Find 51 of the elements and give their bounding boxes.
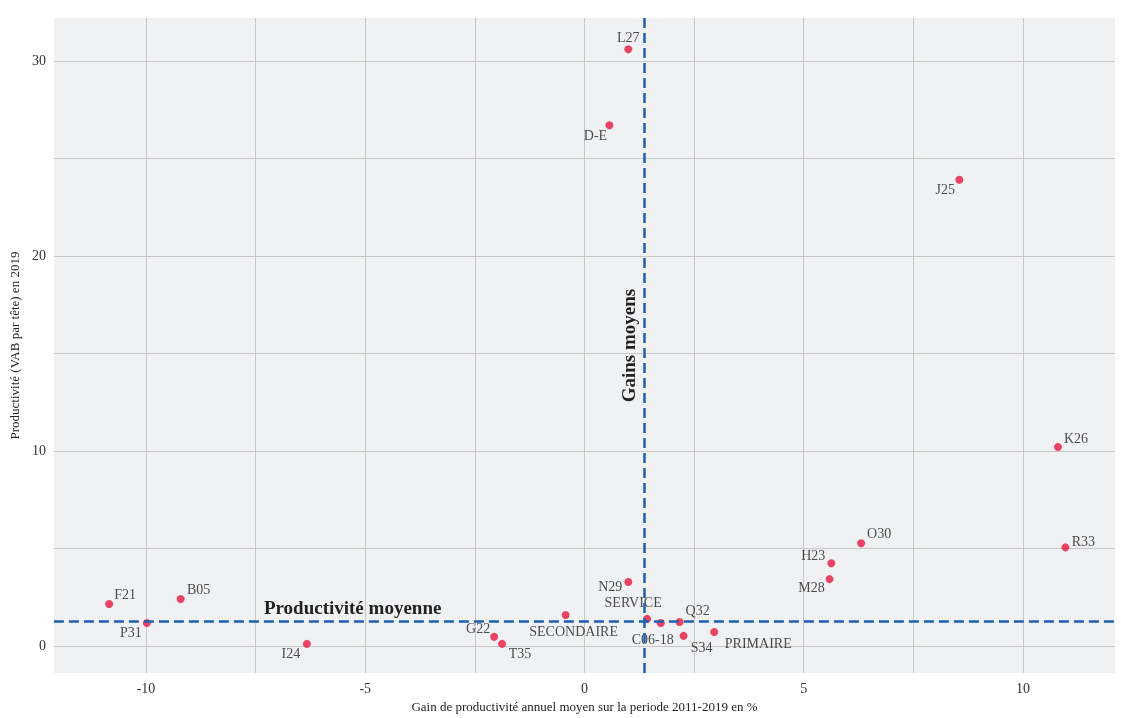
point [605,121,614,130]
point [561,611,570,619]
annotation: N29 [598,578,623,594]
y-tick-label: 0 [38,638,46,654]
annotation: K26 [1063,431,1089,447]
point [857,539,866,548]
point [624,578,633,587]
annotation: M28 [798,579,825,595]
y-tick-label: 10 [31,443,46,459]
point [710,627,719,636]
point [490,632,499,641]
x-axis-title: Gain de productivité annuel moyen sur la periode 2011-2019 en % [411,699,758,714]
point [827,559,836,568]
x-tick-label: 0 [580,680,588,696]
point [498,639,507,648]
annotation: SECONDAIRE [529,624,618,640]
annotation: SERVICE [604,595,662,611]
annotation: PRIMAIRE [724,636,792,652]
point [955,175,964,184]
y-axis-title: Productivité (VAB par tête) en 2019 [7,251,22,440]
x-tick-label: 5 [800,680,808,696]
annotation: T35 [508,646,532,662]
annotation: S34 [690,640,713,656]
annotation: G22 [466,621,491,637]
annotation: C06-18 [631,632,674,648]
y-tick-label: 20 [31,248,46,264]
annotation: R33 [1071,533,1096,549]
point [624,45,633,54]
annotation: J25 [935,182,956,198]
annotation: D-E [583,127,608,143]
point [825,575,834,584]
annotation: P31 [119,625,142,641]
point [1054,442,1062,451]
annotation: O30 [867,525,892,541]
ref-line-label: Gains moyens [618,288,640,403]
ref-line-label: Productivité moyenne [263,596,442,618]
point [1061,543,1070,552]
point [105,600,114,609]
point [679,631,688,640]
point [302,639,311,648]
annotation: I24 [281,646,301,662]
x-tick-label: -5 [359,680,372,696]
y-tick-label: 30 [31,53,46,69]
x-tick-label: 10 [1015,680,1030,696]
annotation: L27 [617,29,640,45]
annotation: H23 [801,547,826,563]
annotation: B05 [186,581,211,597]
x-tick-label: -10 [136,680,156,696]
annotation: Q32 [685,602,710,618]
annotation: F21 [114,586,137,602]
point [176,595,185,604]
